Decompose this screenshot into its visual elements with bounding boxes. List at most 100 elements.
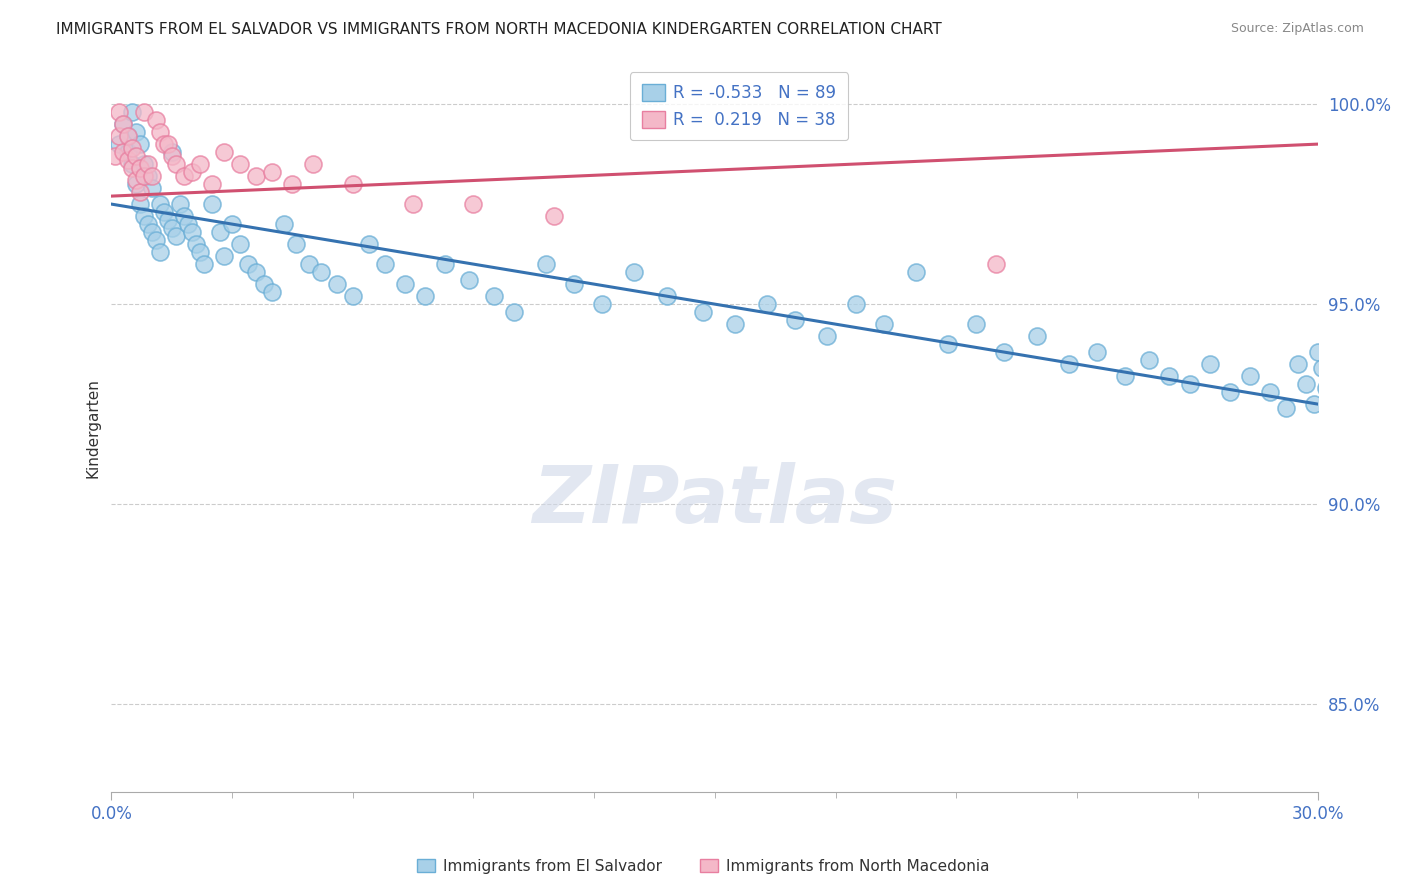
Point [180, 225, 202, 239]
Point [145, 113, 167, 128]
Point [1057, 357, 1080, 371]
Point [692, 305, 714, 319]
Point [128, 137, 150, 152]
Point [229, 157, 252, 171]
Point [756, 297, 779, 311]
Point [136, 157, 159, 171]
Point [309, 265, 332, 279]
Point [212, 145, 235, 160]
Point [112, 117, 135, 131]
Point [262, 165, 284, 179]
Point [502, 305, 524, 319]
Point [965, 317, 987, 331]
Point [201, 197, 224, 211]
Point [1159, 369, 1181, 384]
Point [402, 197, 425, 211]
Point [117, 153, 139, 167]
Point [817, 329, 839, 343]
Point [534, 257, 557, 271]
Y-axis label: Kindergarten: Kindergarten [86, 378, 100, 478]
Point [208, 225, 231, 239]
Point [149, 125, 172, 139]
Point [1315, 381, 1337, 395]
Point [160, 221, 183, 235]
Point [112, 117, 135, 131]
Point [108, 137, 131, 152]
Point [132, 209, 155, 223]
Point [141, 181, 163, 195]
Point [124, 173, 146, 187]
Point [121, 161, 143, 175]
Point [141, 169, 163, 183]
Legend: R = -0.533   N = 89, R =  0.219   N = 38: R = -0.533 N = 89, R = 0.219 N = 38 [630, 72, 848, 140]
Point [785, 313, 807, 327]
Text: ZIPatlas: ZIPatlas [533, 462, 897, 540]
Point [117, 145, 139, 160]
Point [165, 157, 187, 171]
Point [141, 225, 163, 239]
Point [413, 289, 436, 303]
Point [936, 337, 959, 351]
Point [221, 217, 243, 231]
Point [1319, 517, 1341, 532]
Point [1308, 345, 1330, 359]
Point [434, 257, 457, 271]
Point [188, 157, 211, 171]
Point [112, 145, 135, 160]
Point [1295, 377, 1317, 392]
Point [986, 257, 1008, 271]
Point [184, 237, 207, 252]
Point [1178, 377, 1201, 392]
Point [173, 169, 195, 183]
Point [463, 197, 485, 211]
Point [993, 345, 1015, 359]
Point [1114, 369, 1136, 384]
Point [655, 289, 678, 303]
Point [285, 237, 308, 252]
Point [136, 169, 159, 183]
Point [121, 157, 143, 171]
Point [149, 197, 172, 211]
Point [201, 177, 224, 191]
Point [357, 237, 380, 252]
Point [904, 265, 927, 279]
Point [591, 297, 613, 311]
Point [623, 265, 645, 279]
Point [136, 217, 159, 231]
Point [121, 141, 143, 155]
Point [394, 277, 416, 292]
Point [121, 105, 143, 120]
Point [238, 257, 260, 271]
Point [160, 145, 183, 160]
Point [1310, 361, 1333, 376]
Point [132, 169, 155, 183]
Point [1198, 357, 1220, 371]
Point [562, 277, 585, 292]
Point [160, 149, 183, 163]
Legend: Immigrants from El Salvador, Immigrants from North Macedonia: Immigrants from El Salvador, Immigrants … [411, 853, 995, 880]
Text: Source: ZipAtlas.com: Source: ZipAtlas.com [1230, 22, 1364, 36]
Point [1239, 369, 1261, 384]
Point [374, 257, 396, 271]
Point [1258, 385, 1281, 400]
Point [156, 213, 179, 227]
Point [1275, 401, 1298, 416]
Point [128, 161, 150, 175]
Point [325, 277, 347, 292]
Point [149, 245, 172, 260]
Point [301, 157, 323, 171]
Point [132, 105, 155, 120]
Point [128, 197, 150, 211]
Point [342, 177, 364, 191]
Point [117, 129, 139, 144]
Point [543, 209, 565, 223]
Point [273, 217, 295, 231]
Point [845, 297, 868, 311]
Point [1303, 397, 1326, 411]
Point [193, 257, 215, 271]
Point [117, 129, 139, 144]
Point [169, 197, 191, 211]
Point [281, 177, 304, 191]
Point [342, 289, 364, 303]
Point [482, 289, 505, 303]
